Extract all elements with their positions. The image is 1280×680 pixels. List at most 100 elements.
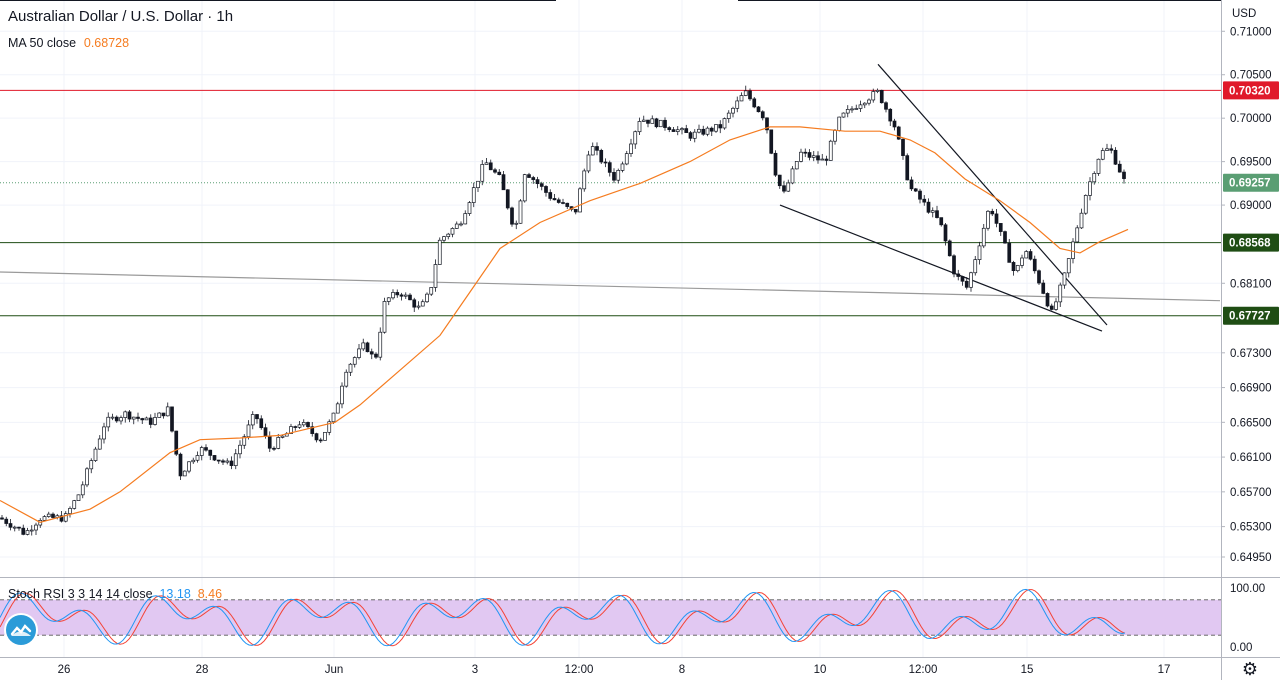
candle-body-up xyxy=(199,447,204,456)
price-badge xyxy=(1223,81,1279,100)
candle xyxy=(1100,147,1105,161)
candle-body-up xyxy=(80,484,85,496)
candle xyxy=(531,175,536,184)
candle xyxy=(382,297,387,334)
candle-body-down xyxy=(918,190,922,200)
candle xyxy=(633,130,638,149)
candle-body-up xyxy=(586,154,591,172)
candle-body-up xyxy=(327,421,332,433)
candle xyxy=(429,287,434,296)
candle xyxy=(539,181,544,191)
candle-body-up xyxy=(191,459,196,463)
candle xyxy=(297,420,302,429)
candle-body-up xyxy=(76,494,81,501)
candle-body-down xyxy=(314,433,319,441)
candle xyxy=(170,406,174,433)
price-tick-label: 0.70500 xyxy=(1230,70,1272,82)
gear-icon[interactable]: ⚙ xyxy=(1241,659,1259,679)
candle xyxy=(106,412,111,432)
candle-body-down xyxy=(0,517,4,520)
price-tick-label: 0.66500 xyxy=(1230,417,1272,429)
candle-body-up xyxy=(981,227,986,247)
candle xyxy=(259,415,264,430)
candle xyxy=(578,187,582,213)
candle-body-up xyxy=(1024,251,1029,259)
candle-body-down xyxy=(892,120,897,128)
candle-body-down xyxy=(1113,149,1118,165)
candle-body-up xyxy=(986,210,990,229)
candle xyxy=(726,110,731,123)
candle-body-up xyxy=(705,127,710,135)
price-tick-label: 0.66100 xyxy=(1230,452,1272,464)
price-badge-label: 0.70320 xyxy=(1229,85,1271,97)
candle xyxy=(505,189,510,210)
candle xyxy=(310,422,315,437)
candle xyxy=(850,106,854,113)
candle-body-up xyxy=(930,210,935,213)
candle-body-up xyxy=(386,297,391,302)
candle-body-up xyxy=(633,131,638,145)
candle xyxy=(930,207,935,218)
candle xyxy=(63,511,68,523)
candle xyxy=(272,446,276,451)
candle-body-up xyxy=(93,448,98,461)
candle xyxy=(888,108,893,126)
candle-body-down xyxy=(408,294,412,301)
candle-body-up xyxy=(382,301,387,333)
candle xyxy=(892,118,897,131)
candle-body-up xyxy=(743,90,748,96)
candle xyxy=(289,423,293,434)
candle xyxy=(131,416,136,425)
candle xyxy=(1088,177,1092,201)
tradingview-logo-icon[interactable] xyxy=(6,615,36,645)
candle xyxy=(208,449,213,461)
candle-body-up xyxy=(658,119,663,128)
candle-body-up xyxy=(85,468,89,486)
candle xyxy=(535,176,540,189)
candle-body-down xyxy=(595,146,599,151)
candle xyxy=(250,411,255,430)
candle-body-up xyxy=(811,155,816,158)
candle xyxy=(807,149,812,161)
candle-body-up xyxy=(833,130,837,142)
candle-body-up xyxy=(442,236,446,241)
candle xyxy=(1011,260,1016,276)
candle xyxy=(701,125,706,136)
candle xyxy=(561,198,565,205)
candle-body-down xyxy=(1007,242,1012,263)
candle-body-up xyxy=(46,513,51,517)
candle-body-down xyxy=(204,447,208,451)
candle-body-down xyxy=(760,111,765,119)
candle-body-up xyxy=(637,121,642,133)
candle-body-down xyxy=(782,185,786,192)
candle xyxy=(739,92,744,102)
candle-body-up xyxy=(416,305,421,308)
candle xyxy=(199,445,204,461)
candle xyxy=(986,209,990,231)
candle xyxy=(603,158,608,168)
candle-body-up xyxy=(63,513,68,522)
candle-body-down xyxy=(272,447,276,450)
candle xyxy=(552,193,557,201)
candle xyxy=(467,200,472,216)
candle-body-up xyxy=(403,294,408,297)
candle xyxy=(348,363,353,377)
candle-body-down xyxy=(374,353,378,358)
candle xyxy=(845,105,850,118)
candle xyxy=(1079,208,1084,230)
candle xyxy=(1041,279,1046,295)
candle-body-down xyxy=(888,108,893,122)
candle xyxy=(773,150,778,177)
candle xyxy=(828,139,833,161)
candle xyxy=(72,499,77,510)
candle-body-up xyxy=(420,301,425,307)
candle-body-down xyxy=(170,406,174,432)
candle xyxy=(884,101,888,113)
candle-body-down xyxy=(216,459,221,462)
candle-body-up xyxy=(153,417,157,425)
candle xyxy=(947,239,952,257)
candle-body-down xyxy=(748,90,752,100)
candle-body-up xyxy=(233,453,238,466)
candle-body-down xyxy=(884,102,888,110)
